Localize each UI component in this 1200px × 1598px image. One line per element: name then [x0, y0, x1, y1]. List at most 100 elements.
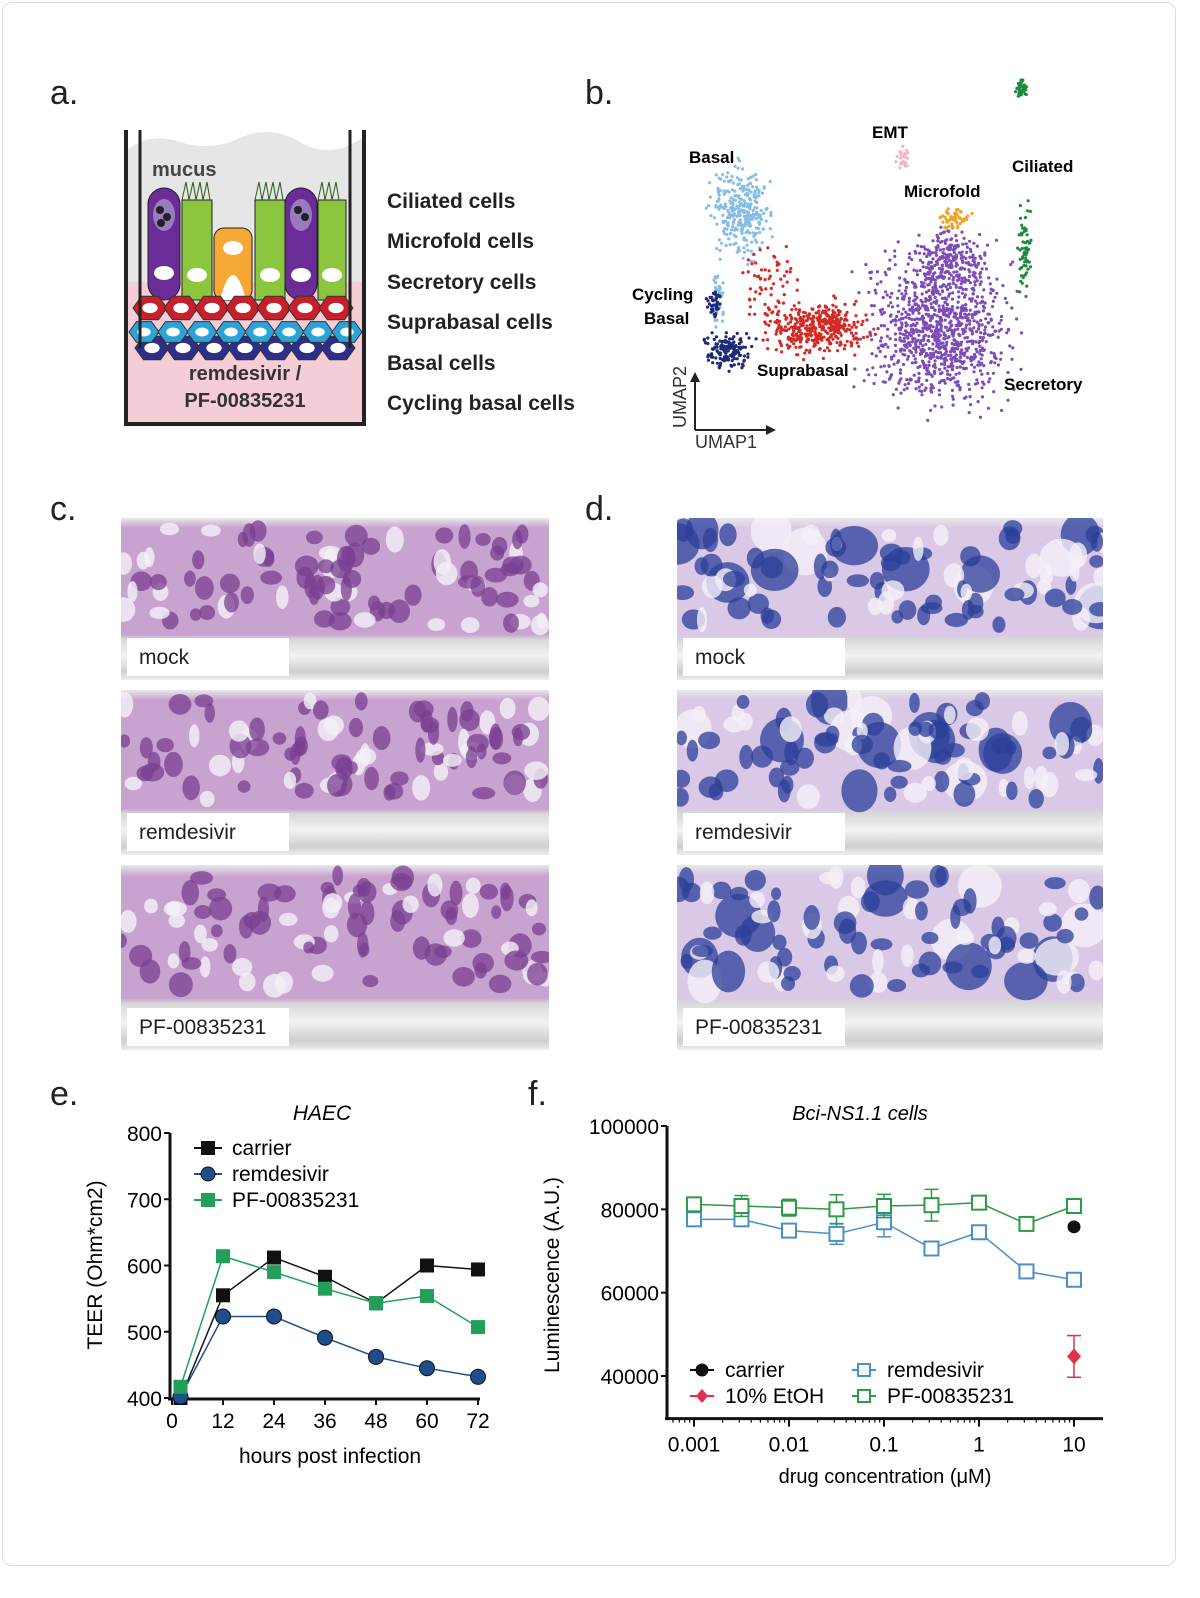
umap-point	[755, 206, 759, 210]
umap-point	[943, 241, 947, 245]
data-point	[471, 1262, 485, 1277]
umap-point	[941, 341, 945, 345]
umap-point	[995, 277, 999, 281]
umap-point	[839, 316, 843, 321]
umap-point	[957, 290, 961, 294]
umap-point	[984, 267, 988, 271]
umap-point	[936, 236, 940, 240]
umap-point	[928, 294, 932, 299]
umap-point	[913, 324, 917, 328]
teer-chart: 400 500 600 700 800 0 12 24 36 48 60 72 HAEC hours po…	[84, 1102, 490, 1468]
umap-point	[992, 390, 996, 394]
umap-point	[926, 418, 930, 422]
umap-point	[725, 216, 730, 220]
umap-point	[973, 283, 977, 287]
umap-point	[932, 369, 937, 373]
umap-point	[717, 193, 721, 197]
umap-point	[754, 231, 758, 235]
umap-point	[924, 265, 929, 270]
umap-point	[739, 346, 743, 350]
umap-point	[731, 225, 735, 229]
umap-point	[939, 232, 943, 236]
umap-point	[1019, 367, 1023, 371]
umap-point	[959, 253, 963, 257]
umap-point	[940, 239, 944, 244]
umap-point	[745, 243, 749, 247]
umap-point	[737, 212, 741, 216]
umap-point	[888, 314, 893, 318]
umap-point	[708, 195, 712, 199]
y-tick-label: 600	[127, 1256, 162, 1279]
data-point	[781, 1199, 797, 1216]
umap-point	[937, 381, 942, 385]
umap-point	[953, 219, 957, 223]
umap-point	[881, 380, 885, 384]
umap-point	[775, 328, 779, 332]
umap-point	[806, 314, 811, 319]
umap-point	[978, 275, 982, 279]
umap-point	[964, 323, 969, 327]
umap-point	[913, 318, 917, 322]
umap-point	[954, 285, 958, 289]
umap-point	[924, 299, 928, 303]
umap-point	[899, 153, 903, 157]
umap-point	[945, 340, 949, 344]
umap-point	[910, 305, 915, 309]
umap-point	[905, 386, 909, 390]
umap-point	[883, 355, 887, 359]
umap-point	[943, 325, 948, 329]
umap-point	[735, 214, 739, 218]
umap-point	[895, 296, 900, 300]
umap-point	[767, 269, 771, 273]
data-point	[267, 1250, 281, 1265]
umap-point	[714, 286, 718, 290]
umap-point	[946, 372, 950, 376]
umap-point	[957, 251, 961, 255]
umap-point	[775, 268, 779, 272]
umap-point	[939, 216, 943, 220]
umap-point	[936, 239, 940, 243]
umap-point	[786, 336, 790, 341]
umap-point	[790, 333, 794, 337]
umap-point	[707, 302, 712, 306]
umap-point	[872, 304, 876, 308]
umap-point	[873, 288, 877, 292]
umap-point	[935, 262, 939, 266]
umap-point	[845, 327, 849, 331]
umap-point	[746, 210, 751, 214]
umap-point	[949, 262, 953, 266]
umap-point	[737, 159, 742, 163]
umap-point	[980, 338, 984, 343]
umap-point	[785, 280, 789, 284]
umap-point	[856, 320, 860, 324]
umap-point	[958, 315, 962, 319]
umap-point	[709, 354, 713, 358]
umap-point	[929, 302, 933, 306]
umap-point	[766, 246, 770, 250]
umap-point	[980, 323, 984, 327]
umap-point	[1016, 246, 1020, 250]
umap-point	[933, 295, 937, 300]
umap-point	[906, 354, 911, 359]
umap-point	[718, 248, 722, 253]
umap-point	[726, 171, 730, 175]
umap-point	[705, 305, 710, 309]
umap-point	[748, 213, 752, 217]
umap-point	[772, 254, 776, 258]
legend-marker	[857, 1389, 871, 1403]
umap-point	[923, 304, 927, 308]
umap-point	[953, 258, 957, 262]
umap-point	[978, 349, 982, 353]
umap-point	[958, 333, 962, 338]
umap-point	[906, 280, 910, 284]
umap-point	[933, 263, 937, 268]
umap-point	[959, 282, 963, 286]
umap-point	[722, 189, 726, 193]
umap-point	[742, 359, 746, 363]
data-point	[1066, 1198, 1082, 1214]
umap-point	[921, 344, 925, 348]
umap-point	[854, 331, 858, 335]
umap-point	[960, 266, 964, 270]
umap-point	[1023, 273, 1027, 277]
umap-point	[904, 285, 909, 290]
